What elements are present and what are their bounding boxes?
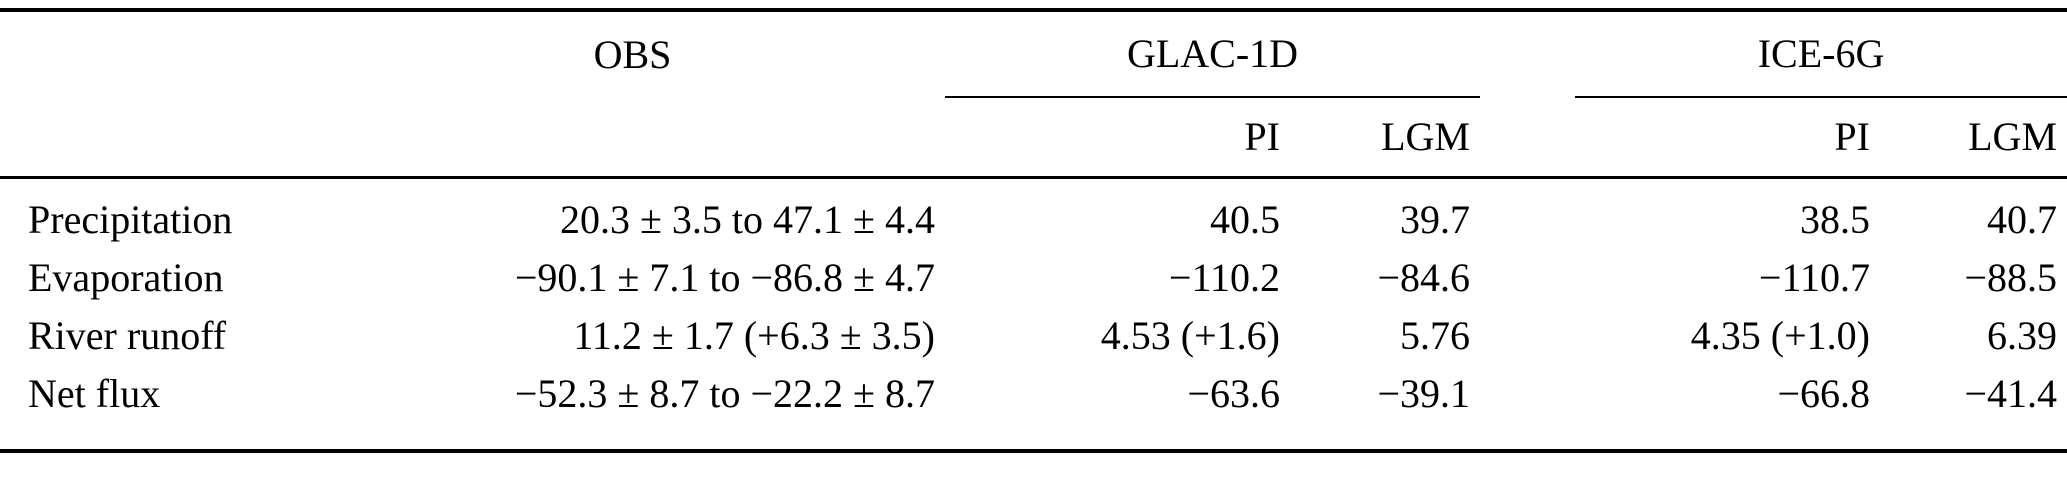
glac-pi-value: −110.2	[1168, 255, 1280, 300]
obs-value: −52.3 ± 8.7 to −22.2 ± 8.7	[514, 371, 935, 416]
glac-lgm-value: −84.6	[1377, 255, 1470, 300]
glac-pi-value: 40.5	[1210, 197, 1280, 242]
row-label: Precipitation	[28, 197, 233, 242]
group-gap	[1480, 10, 1575, 97]
empty-header-cell	[320, 97, 945, 179]
row-label: Net flux	[28, 371, 161, 416]
obs-value: 11.2 ± 1.7 (+6.3 ± 3.5)	[573, 313, 935, 358]
glac-pi-value: 4.53 (+1.6)	[1100, 313, 1280, 358]
group-gap	[1480, 97, 1575, 179]
results-table: OBS GLAC-1D ICE-6G PI LGM PI LGM Precipi…	[0, 8, 2067, 453]
column-group-ice6g: ICE-6G	[1575, 10, 2067, 98]
table-row-precipitation: Precipitation 20.3 ± 3.5 to 47.1 ± 4.4 4…	[0, 178, 2067, 250]
gap-cell	[1480, 178, 1575, 250]
glac-pi-value: −63.6	[1187, 371, 1280, 416]
header-row-groups: OBS GLAC-1D ICE-6G	[0, 10, 2067, 98]
subheader-ice-pi: PI	[1575, 97, 1880, 179]
glac-lgm-value: 5.76	[1400, 313, 1470, 358]
glac-lgm-value: −39.1	[1377, 371, 1470, 416]
corner-cell	[0, 10, 320, 97]
ice-lgm-value: 6.39	[1987, 313, 2058, 358]
table-row-evaporation: Evaporation −90.1 ± 7.1 to −86.8 ± 4.7 −…	[0, 249, 2067, 307]
glac-lgm-value: 39.7	[1400, 197, 1470, 242]
ice-lgm-value: −88.5	[1964, 255, 2058, 300]
gap-cell	[1480, 249, 1575, 307]
subheader-ice-lgm: LGM	[1880, 97, 2067, 179]
subheader-glac-pi: PI	[945, 97, 1290, 179]
header-row-subcolumns: PI LGM PI LGM	[0, 97, 2067, 179]
ice-pi-value: −66.8	[1777, 371, 1870, 416]
row-label: Evaporation	[28, 255, 224, 300]
empty-header-cell	[0, 97, 320, 179]
column-header-obs: OBS	[593, 31, 672, 77]
ice-pi-value: 38.5	[1800, 197, 1870, 242]
gap-cell	[1480, 365, 1575, 451]
ice-lgm-value: −41.4	[1964, 371, 2058, 416]
column-group-glac1d: GLAC-1D	[945, 10, 1480, 98]
table-row-net-flux: Net flux −52.3 ± 8.7 to −22.2 ± 8.7 −63.…	[0, 365, 2067, 451]
gap-cell	[1480, 307, 1575, 365]
row-label: River runoff	[28, 313, 227, 358]
table-row-river-runoff: River runoff 11.2 ± 1.7 (+6.3 ± 3.5) 4.5…	[0, 307, 2067, 365]
ice-pi-value: 4.35 (+1.0)	[1690, 313, 1870, 358]
ice-pi-value: −110.7	[1758, 255, 1870, 300]
ice-lgm-value: 40.7	[1987, 197, 2058, 242]
obs-value: 20.3 ± 3.5 to 47.1 ± 4.4	[559, 197, 935, 242]
obs-value: −90.1 ± 7.1 to −86.8 ± 4.7	[514, 255, 935, 300]
subheader-glac-lgm: LGM	[1290, 97, 1480, 179]
